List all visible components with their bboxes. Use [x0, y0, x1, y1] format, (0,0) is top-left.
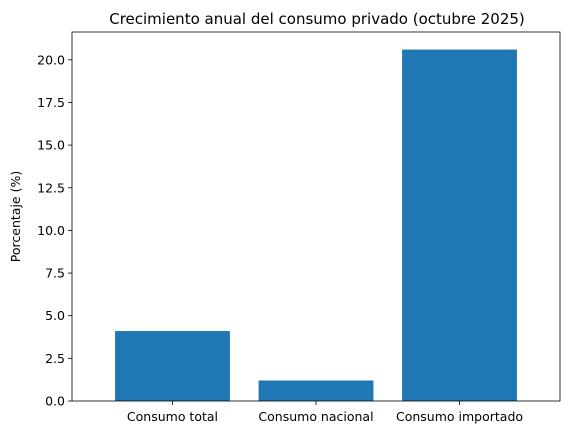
bar-consumo-total: [115, 331, 230, 401]
y-axis-ticks: 0.0 2.5 5.0 7.5 10.0 12.5 15.0 17.5 20.0: [37, 52, 72, 409]
y-tick-label: 15.0: [37, 138, 65, 153]
x-axis-ticks: Consumo total Consumo nacional Consumo imp…: [127, 401, 523, 424]
y-tick-label: 0.0: [45, 394, 65, 409]
y-tick-label: 17.5: [37, 95, 65, 110]
bars-group: [115, 49, 517, 401]
bar-consumo-importado: [402, 49, 517, 401]
y-axis-label: Porcentaje (%): [8, 171, 23, 262]
y-tick-label: 7.5: [45, 266, 65, 281]
x-tick-label: Consumo importado: [396, 409, 523, 424]
y-tick-label: 5.0: [45, 308, 65, 323]
plot-frame: [71, 31, 561, 402]
chart-title: Crecimiento anual del consumo privado (o…: [109, 10, 525, 28]
y-tick-label: 10.0: [37, 223, 65, 238]
bar-consumo-nacional: [258, 380, 374, 401]
y-tick-label: 20.0: [37, 52, 65, 67]
y-tick-label: 2.5: [45, 351, 65, 366]
y-tick-label: 12.5: [37, 180, 65, 195]
x-tick-label: Consumo total: [127, 409, 218, 424]
x-tick-label: Consumo nacional: [258, 409, 373, 424]
